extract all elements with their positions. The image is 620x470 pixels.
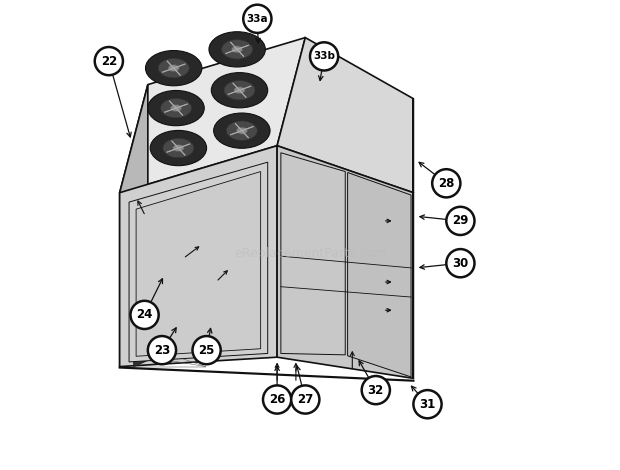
Ellipse shape	[214, 113, 270, 149]
Circle shape	[192, 336, 221, 364]
Text: 33a: 33a	[247, 14, 268, 24]
Ellipse shape	[221, 39, 253, 59]
Polygon shape	[134, 207, 206, 367]
Text: 22: 22	[100, 55, 117, 68]
Polygon shape	[120, 38, 305, 193]
Polygon shape	[120, 85, 148, 367]
Text: 26: 26	[269, 393, 285, 406]
Circle shape	[291, 385, 319, 414]
Ellipse shape	[173, 145, 184, 151]
Circle shape	[310, 42, 338, 70]
Ellipse shape	[211, 72, 268, 108]
Text: 23: 23	[154, 344, 170, 357]
Text: 30: 30	[452, 257, 469, 270]
Circle shape	[243, 5, 272, 33]
Ellipse shape	[168, 65, 179, 71]
Text: 24: 24	[136, 308, 153, 321]
Ellipse shape	[224, 80, 255, 100]
Ellipse shape	[231, 46, 243, 53]
Polygon shape	[277, 146, 414, 378]
Circle shape	[95, 47, 123, 75]
Ellipse shape	[236, 127, 247, 134]
Ellipse shape	[161, 98, 192, 118]
Circle shape	[148, 336, 176, 364]
Ellipse shape	[148, 90, 204, 125]
Circle shape	[414, 390, 441, 418]
Polygon shape	[129, 162, 268, 362]
Ellipse shape	[163, 138, 194, 158]
Ellipse shape	[170, 104, 182, 111]
Ellipse shape	[150, 130, 206, 165]
Polygon shape	[136, 172, 260, 356]
Text: 33b: 33b	[313, 51, 335, 62]
Polygon shape	[348, 172, 411, 377]
Ellipse shape	[158, 58, 189, 78]
Text: 27: 27	[297, 393, 314, 406]
Text: 31: 31	[419, 398, 436, 411]
Ellipse shape	[226, 121, 257, 141]
Circle shape	[361, 376, 390, 404]
Polygon shape	[277, 38, 414, 193]
Text: 28: 28	[438, 177, 454, 190]
Circle shape	[446, 207, 474, 235]
Text: eReplacementParts.com: eReplacementParts.com	[234, 247, 386, 260]
Ellipse shape	[234, 86, 245, 94]
Text: 29: 29	[452, 214, 469, 227]
Circle shape	[432, 169, 461, 197]
Circle shape	[263, 385, 291, 414]
Ellipse shape	[146, 51, 202, 86]
Circle shape	[130, 301, 159, 329]
Text: 25: 25	[198, 344, 215, 357]
Ellipse shape	[209, 31, 265, 67]
Polygon shape	[281, 153, 345, 355]
Polygon shape	[120, 146, 277, 367]
Circle shape	[446, 249, 474, 277]
Text: 32: 32	[368, 384, 384, 397]
